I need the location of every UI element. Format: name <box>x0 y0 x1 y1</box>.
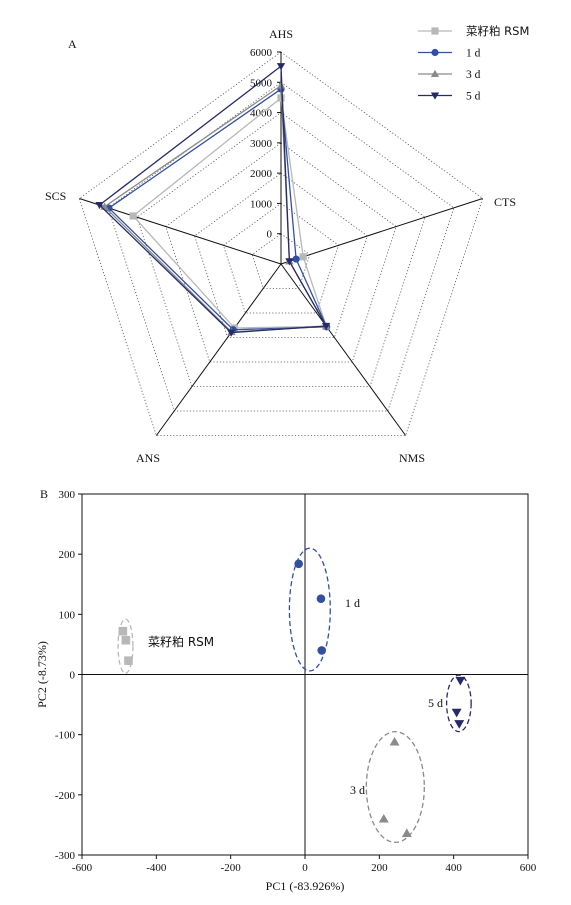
legend: 菜籽粕 RSM 1 d 3 d 5 d <box>418 24 529 103</box>
radar-grid <box>78 51 484 436</box>
radar-spoke <box>280 198 483 265</box>
group-label: 菜籽粕 RSM <box>148 634 214 649</box>
pca-point <box>118 626 128 636</box>
pca-group-rsm: 菜籽粕 RSM <box>117 618 214 674</box>
radial-tick-label: 1000 <box>250 198 273 210</box>
legend-label: 5 d <box>466 91 481 103</box>
legend-marker <box>430 92 440 100</box>
group-label: 1 d <box>345 596 360 610</box>
radar-point <box>227 329 236 337</box>
group-ellipse <box>117 618 134 674</box>
pca-point <box>401 828 412 837</box>
pca-point <box>294 559 303 569</box>
axis-label-cts: CTS <box>494 195 516 209</box>
radar-grid-ring <box>194 172 368 338</box>
legend-marker <box>431 48 439 57</box>
radar-series-rsm <box>129 94 330 332</box>
pca-point <box>454 720 465 729</box>
legend-marker <box>431 27 439 35</box>
legend-marker <box>430 69 440 78</box>
radial-tick-label: 3000 <box>250 138 273 150</box>
radar-series-line <box>103 84 328 333</box>
radar-grid-ring <box>136 112 426 387</box>
pca-group-d5: 5 d <box>428 674 472 733</box>
group-ellipse <box>445 674 472 733</box>
pca-chart: B -600 -400 -200 0 200 400 600 300 200 100 0 -100 -20… <box>35 487 537 893</box>
radar-series-line <box>98 64 328 334</box>
x-tick-label: 0 <box>302 862 308 874</box>
x-tick-label: -200 <box>221 862 242 874</box>
radar-chart: A0100020003000400050006000AHSCTSNMSANSSC… <box>45 24 529 465</box>
radar-point <box>292 255 300 263</box>
radial-tick-label: 6000 <box>250 47 273 59</box>
panel-label-a: A <box>68 37 77 51</box>
radar-point <box>276 81 286 89</box>
y-tick-label: 100 <box>59 609 76 621</box>
radar-spoke <box>155 263 282 436</box>
radar-point <box>276 63 286 71</box>
radar-point <box>299 253 307 261</box>
pca-point <box>389 736 400 746</box>
pca-point <box>121 635 131 645</box>
radar-point <box>285 258 294 266</box>
group-ellipse <box>365 731 425 844</box>
y-tick-label: 200 <box>59 549 76 561</box>
axis-label-nms: NMS <box>399 451 425 465</box>
group-label: 3 d <box>350 783 365 797</box>
axis-label-scs: SCS <box>45 189 66 203</box>
radar-grid-ring <box>165 142 397 363</box>
pca-point <box>451 708 462 718</box>
pca-point <box>317 646 327 655</box>
radar-point <box>129 212 137 220</box>
radar-spoke <box>79 198 282 265</box>
radial-tick-label: 0 <box>267 229 273 241</box>
y-tick-label: 300 <box>59 489 76 501</box>
pca-point <box>455 676 466 686</box>
radar-series-d5 <box>95 63 331 337</box>
group-label: 5 d <box>428 696 443 710</box>
x-tick-label: 200 <box>371 862 388 874</box>
axis-label-ahs: AHS <box>269 27 293 41</box>
x-axis-title: PC1 (-83.926%) <box>266 879 345 893</box>
radar-series-line <box>107 87 328 331</box>
radar-series-line <box>132 96 328 329</box>
panel-label-b: B <box>40 487 48 501</box>
pca-point <box>124 656 133 665</box>
x-tick-label: -600 <box>72 862 93 874</box>
legend-label: 菜籽粕 RSM <box>466 24 529 38</box>
x-tick-label: -400 <box>146 862 167 874</box>
radar-spoke <box>280 263 407 436</box>
group-ellipse <box>288 547 331 672</box>
y-tick-label: -100 <box>55 730 76 742</box>
y-tick-label: -200 <box>55 790 76 802</box>
x-tick-label: 600 <box>520 862 537 874</box>
radar-grid-ring <box>107 81 455 412</box>
y-tick-label: 0 <box>70 670 76 682</box>
pca-group-d1: 1 d <box>288 547 360 672</box>
pca-point <box>316 594 326 603</box>
axis-label-ans: ANS <box>136 451 160 465</box>
y-axis-title: PC2 (-8.73%) <box>35 641 49 708</box>
radar-grid-ring <box>251 233 311 289</box>
radar-point <box>321 322 331 331</box>
radar-point <box>95 201 104 210</box>
y-tick-label: -300 <box>55 850 76 862</box>
pca-point <box>378 813 389 823</box>
pca-group-d3: 3 d <box>350 731 425 844</box>
x-tick-label: 400 <box>445 862 462 874</box>
legend-label: 1 d <box>466 48 481 60</box>
legend-label: 3 d <box>466 69 481 81</box>
radial-tick-label: 2000 <box>250 168 273 180</box>
